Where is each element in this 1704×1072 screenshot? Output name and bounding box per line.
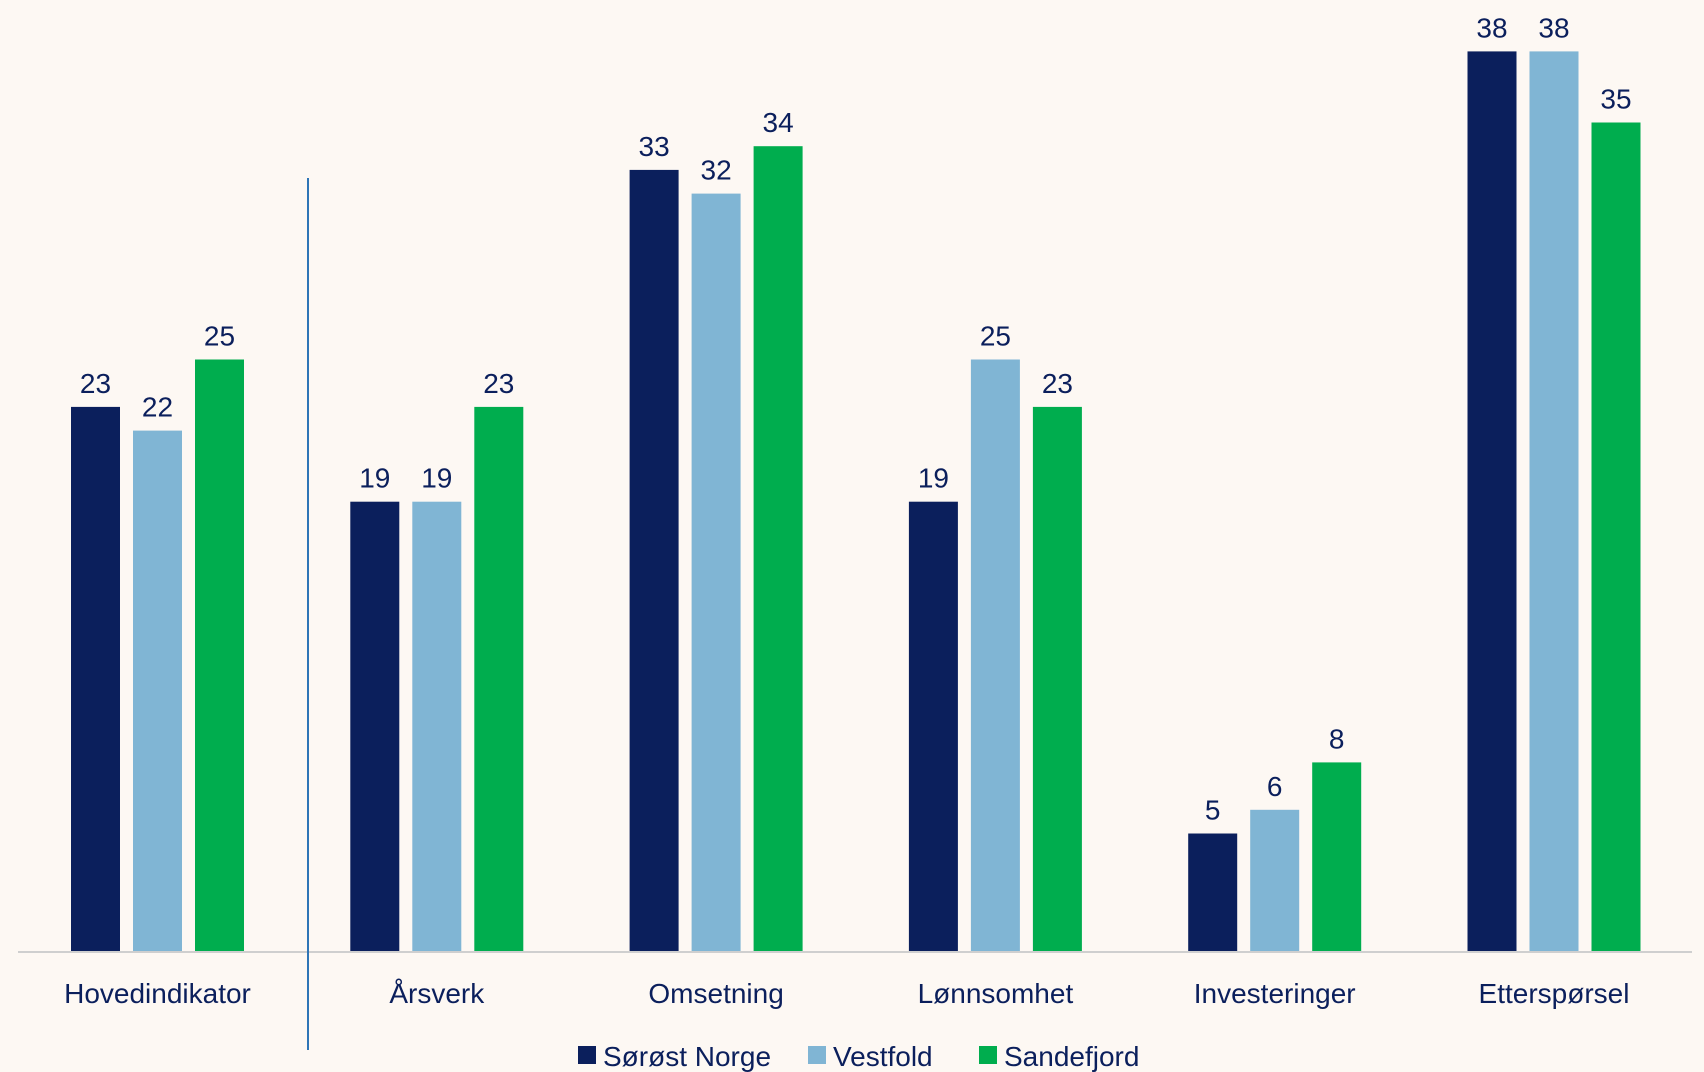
- legend-label-1: Vestfold: [833, 1041, 933, 1072]
- bar-5-2: [1591, 122, 1641, 952]
- data-label-1-2: 23: [483, 368, 514, 399]
- category-label-1: Årsverk: [389, 978, 485, 1009]
- legend-label-0: Sørøst Norge: [603, 1041, 771, 1072]
- legend: Sørøst Norge Vestfold Sandefjord: [578, 1041, 1139, 1072]
- data-label-3-0: 19: [918, 463, 949, 494]
- category-label-4: Investeringer: [1194, 978, 1356, 1009]
- bar-1-0: [350, 501, 400, 952]
- data-label-3-1: 25: [980, 321, 1011, 352]
- data-label-5-0: 38: [1476, 12, 1507, 43]
- bar-4-1: [1250, 809, 1300, 952]
- category-label-0: Hovedindikator: [64, 978, 251, 1009]
- bar-1-2: [474, 406, 524, 952]
- legend-swatch-2: [979, 1046, 997, 1064]
- bar-3-2: [1032, 406, 1082, 952]
- data-label-0-2: 25: [204, 321, 235, 352]
- bar-5-1: [1529, 51, 1579, 952]
- category-labels-group: Hovedindikator Årsverk Omsetning Lønnsomhet…: [64, 978, 1629, 1009]
- category-label-2: Omsetning: [648, 978, 783, 1009]
- bar-0-2: [195, 359, 244, 952]
- data-label-4-0: 5: [1205, 795, 1221, 826]
- bar-0-1: [133, 430, 182, 953]
- bar-1-1: [412, 501, 462, 952]
- data-label-2-2: 34: [763, 107, 794, 138]
- data-label-0-1: 22: [142, 392, 173, 423]
- data-label-5-1: 38: [1538, 12, 1569, 43]
- data-label-1-1: 19: [421, 463, 452, 494]
- bar-3-0: [908, 501, 958, 952]
- category-label-3: Lønnsomhet: [918, 978, 1074, 1009]
- bars-group: [71, 51, 1641, 953]
- legend-swatch-0: [578, 1046, 596, 1064]
- bar-3-1: [970, 359, 1020, 952]
- bar-4-0: [1188, 833, 1238, 952]
- bar-2-1: [691, 193, 741, 953]
- bar-0-0: [71, 406, 120, 952]
- data-label-1-0: 19: [359, 463, 390, 494]
- bar-5-0: [1467, 51, 1517, 952]
- data-label-5-2: 35: [1600, 84, 1631, 115]
- data-label-2-0: 33: [639, 131, 670, 162]
- category-label-5: Etterspørsel: [1479, 978, 1630, 1009]
- data-label-3-2: 23: [1042, 368, 1073, 399]
- data-label-4-2: 8: [1329, 723, 1345, 754]
- bar-2-0: [629, 169, 679, 952]
- data-label-0-0: 23: [80, 368, 111, 399]
- bar-2-2: [753, 146, 803, 952]
- legend-label-2: Sandefjord: [1004, 1041, 1139, 1072]
- data-label-2-1: 32: [701, 155, 732, 186]
- bar-4-2: [1312, 762, 1362, 952]
- legend-swatch-1: [808, 1046, 826, 1064]
- data-label-4-1: 6: [1267, 771, 1283, 802]
- data-labels-group: 23 22 25 19 19 23 33 32 34 19 25 23 5 6 8 38 38 35: [80, 12, 1632, 825]
